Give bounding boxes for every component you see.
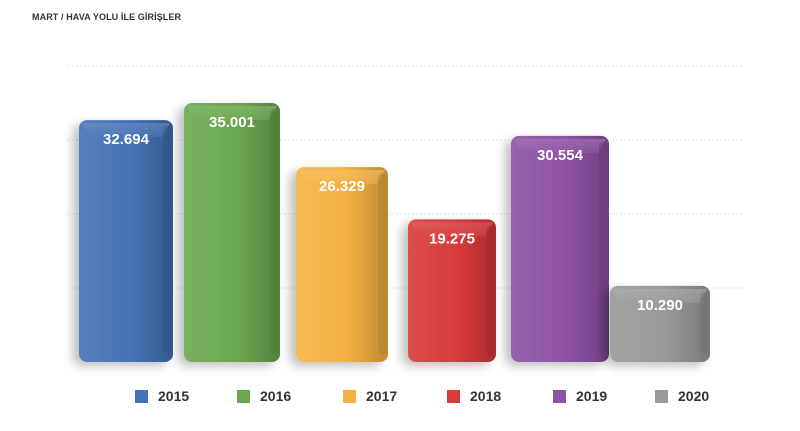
bar-edge [270,108,278,354]
bar-2018: 19.275 [408,219,496,362]
legend-item-2018: 2018 [447,384,501,408]
bar-body [610,285,710,362]
bar-value-label: 10.290 [637,297,683,314]
bar-edge [486,225,494,354]
gridlines [68,65,744,289]
bar-2019: 30.554 [511,135,609,362]
bars: 32.694 35.001 26.329 19.275 30.554 10.290 [79,102,710,363]
legend-swatch [447,389,460,403]
legend-label: 2020 [678,388,710,404]
legend-label: 2018 [470,388,502,404]
chart-title: MART / HAVA YOLU İLE GİRİŞLER [32,12,182,22]
bar-bevel [299,170,385,185]
bar-body [408,219,496,362]
legend-label: 2019 [576,388,608,404]
bar-body [79,120,173,363]
bar-body [511,135,609,362]
bar-value-label: 32.694 [103,131,150,148]
legend-item-2017: 2017 [343,384,397,408]
bar-value-label: 35.001 [209,114,255,131]
bar-bevel [187,105,277,120]
bar-bevel [82,123,170,138]
bar-bevel [613,288,707,303]
bar-2020: 10.290 [610,285,710,362]
legend-swatch [553,389,566,403]
bar-edge [599,141,607,354]
legend-label: 2015 [158,388,190,404]
legend-swatch [343,389,356,403]
bar-edge [700,291,708,354]
bar-body [184,102,280,362]
bar-2015: 32.694 [79,120,173,363]
legend-item-2020: 2020 [655,384,709,408]
legend-item-2015: 2015 [135,384,189,408]
legend-label: 2017 [366,388,398,404]
bar-2017: 26.329 [296,167,388,362]
legend: 2015 2016 2017 2018 2019 2020 [0,384,800,408]
bar-2016: 35.001 [184,102,280,362]
legend-swatch [237,389,250,403]
bar-edge [378,173,386,354]
bar-edge [163,126,171,355]
bar-body [296,167,388,362]
legend-swatch [655,389,668,403]
legend-item-2019: 2019 [553,384,607,408]
bar-bevel [514,138,606,153]
bar-bevel [411,222,493,237]
legend-label: 2016 [260,388,292,404]
legend-swatch [135,389,148,403]
bar-value-label: 26.329 [319,178,365,195]
legend-item-2016: 2016 [237,384,291,408]
bar-value-label: 19.275 [429,230,475,247]
bar-value-label: 30.554 [537,147,584,164]
